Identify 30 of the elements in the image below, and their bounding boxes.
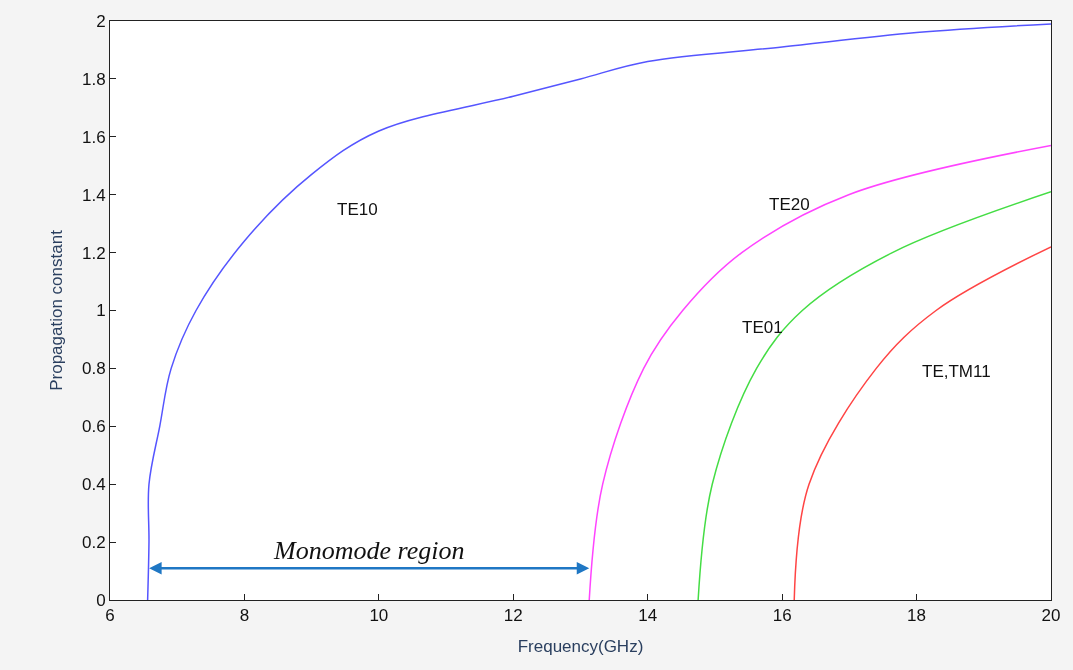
annotation: Monomode region: [273, 536, 465, 565]
y-tick-label: 1: [96, 301, 106, 321]
x-tick-label: 14: [638, 606, 658, 626]
y-tick-label: 1.4: [81, 185, 106, 205]
annotation: TE20: [769, 195, 810, 214]
annotation: TE,TM11: [922, 362, 991, 381]
y-tick-label: 0.6: [81, 417, 106, 437]
y-axis-title: Propagation constant: [46, 229, 66, 391]
x-axis-title: Frequency(GHz): [517, 636, 644, 656]
x-tick-label: 20: [1041, 606, 1061, 626]
line-series: [697, 191, 1051, 600]
annotation: TE01: [742, 318, 783, 337]
line-series: [588, 144, 1051, 600]
x-tick-label: 16: [772, 606, 792, 626]
annotation: TE10: [337, 200, 378, 219]
y-tick-label: 1.6: [81, 127, 106, 147]
y-tick-label: 0: [96, 590, 106, 610]
y-tick-label: 0.8: [81, 359, 106, 379]
x-tick-label: 18: [907, 606, 927, 626]
x-tick-label: 12: [503, 606, 523, 626]
line-series: [793, 246, 1051, 600]
x-tick-label: 10: [369, 606, 389, 626]
x-tick-label: 6: [105, 606, 115, 626]
x-tick-label: 8: [239, 606, 250, 626]
y-tick-label: 0.2: [81, 533, 106, 553]
y-tick-label: 1.2: [81, 243, 106, 263]
line-series: [146, 23, 1051, 600]
y-tick-label: 1.8: [81, 69, 106, 89]
y-tick-label: 2: [96, 11, 106, 31]
y-tick-label: 0.4: [81, 475, 106, 495]
